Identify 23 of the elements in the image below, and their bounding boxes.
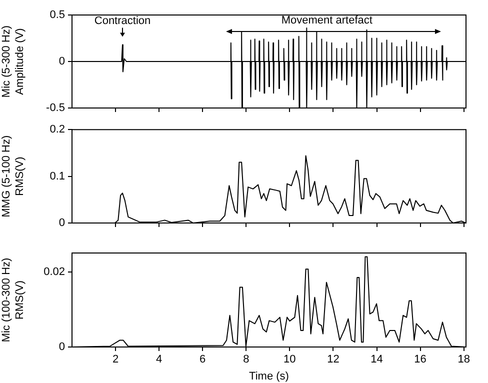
x-axis-title: Time (s) <box>249 370 289 382</box>
y-tick-label: 0.2 <box>50 124 65 136</box>
x-tick-label: 18 <box>458 354 470 366</box>
y-tick-label: 0.1 <box>50 170 65 182</box>
y-tick-label: 0 <box>58 341 65 354</box>
annotation: Movement artefact <box>281 14 372 27</box>
x-tick-label: 10 <box>284 354 296 366</box>
y-tick-label: -0.5 <box>46 102 65 114</box>
y-tick-label: 0.02 <box>44 266 65 278</box>
x-tick-label: 16 <box>414 354 426 366</box>
x-tick-label: 2 <box>112 354 119 366</box>
y-tick-label: 0 <box>58 217 65 230</box>
x-tick-label: 4 <box>156 354 162 366</box>
x-tick-label: 8 <box>243 354 250 366</box>
y-axis-title: Mic (5-300 Hz) Amplitude (V) <box>0 25 26 98</box>
annotation: Contraction <box>94 14 151 27</box>
y-axis-title: Mic (100-300 Hz) RMS(V) <box>0 258 26 342</box>
x-tick-label: 12 <box>327 354 340 366</box>
x-tick-label: 14 <box>370 354 383 366</box>
y-axis-title: MMG (5-100 Hz) RMS(V) <box>0 135 26 218</box>
x-tick-label: 6 <box>200 354 206 366</box>
y-tick-label: 0.5 <box>50 9 65 22</box>
y-tick-label: 0 <box>58 56 65 68</box>
